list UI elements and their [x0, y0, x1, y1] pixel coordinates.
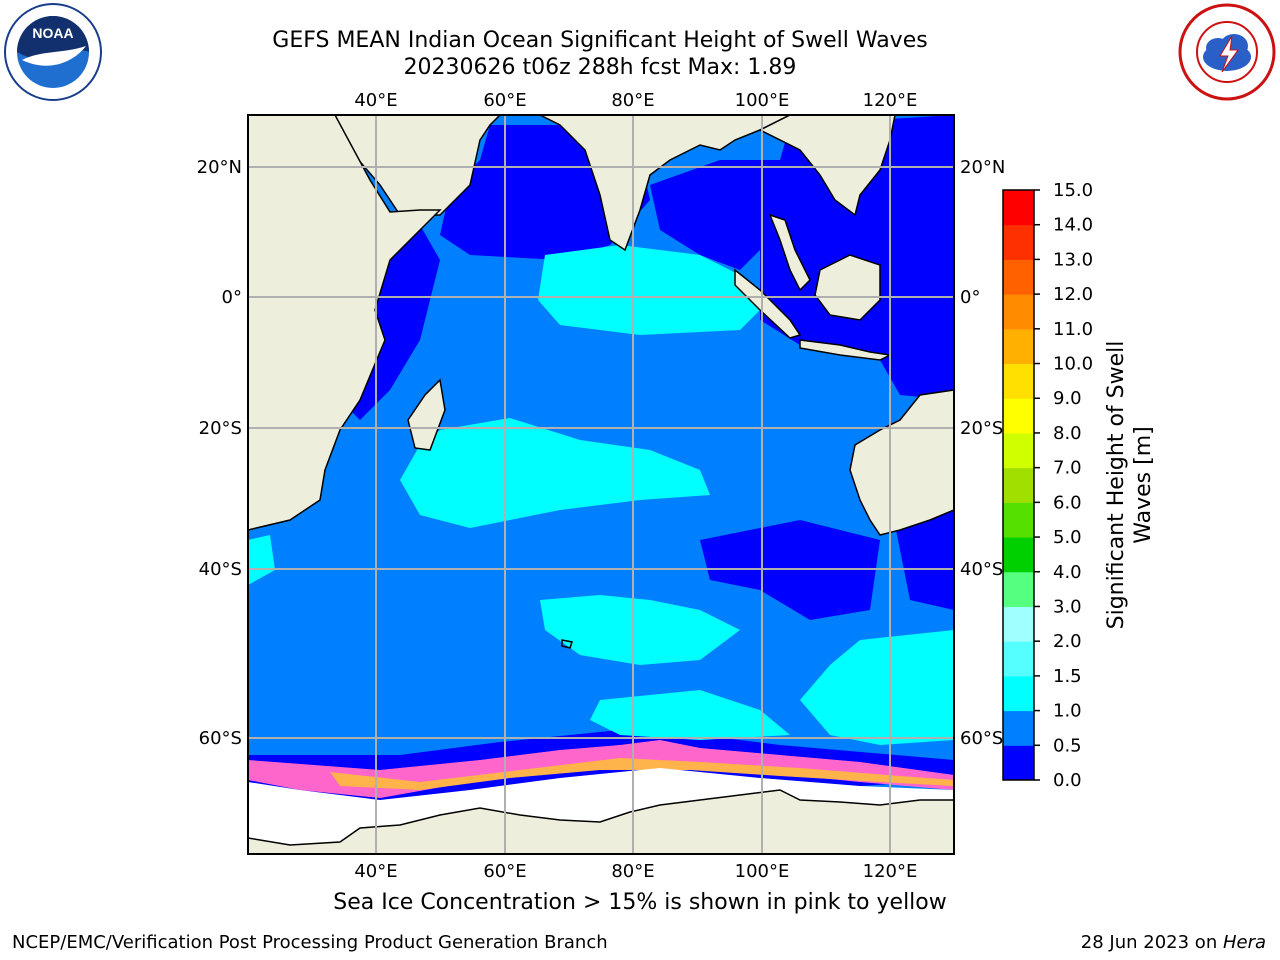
credit-text: NCEP/EMC/Verification Post Processing Pr…: [12, 932, 608, 953]
colorbar-swatch: [1003, 363, 1034, 399]
colorbar-tick-label: 12.0: [1053, 284, 1093, 305]
colorbar-tick-label: 0.5: [1053, 735, 1082, 756]
lat-label-left: 0°: [222, 287, 242, 308]
colorbar-tick-label: 14.0: [1053, 215, 1093, 236]
colorbar-tick-label: 4.0: [1053, 562, 1082, 583]
colorbar-swatch: [1003, 675, 1034, 712]
colorbar-swatch: [1003, 641, 1034, 677]
colorbar-swatch: [1003, 190, 1034, 226]
lat-label-left: 20°N: [197, 157, 242, 178]
colorbar-tick-label: 8.0: [1053, 423, 1082, 444]
lon-label-bottom: 80°E: [611, 861, 654, 882]
lon-label-top: 60°E: [483, 90, 526, 111]
lat-label-right: 0°: [960, 287, 980, 308]
island-outline: [561, 639, 573, 649]
colorbar-label: Significant Height of Swell Waves [m]: [1104, 341, 1156, 630]
colorbar-swatch: [1003, 606, 1034, 642]
lat-label-right: 20°N: [960, 157, 1005, 178]
lat-label-left: 40°S: [199, 559, 242, 580]
lon-label-bottom: 100°E: [735, 861, 790, 882]
svg-text:NOAA: NOAA: [32, 25, 73, 41]
nws-logo: [1176, 2, 1278, 102]
colorbar-tick-label: 1.0: [1053, 701, 1082, 722]
colorbar-tick-label: 10.0: [1053, 354, 1093, 375]
colorbar-frame: [1002, 189, 1035, 781]
lat-label-left: 60°S: [199, 728, 242, 749]
lon-label-top: 100°E: [735, 90, 790, 111]
lon-label-bottom: 120°E: [863, 861, 918, 882]
timestamp: 28 Jun 2023 on Hera: [1081, 932, 1266, 953]
colorbar-swatch: [1003, 571, 1034, 607]
colorbar-swatch: [1003, 259, 1034, 295]
colorbar-swatch: [1003, 398, 1034, 434]
lon-label-top: 120°E: [863, 90, 918, 111]
map-title: GEFS MEAN Indian Ocean Significant Heigh…: [272, 28, 928, 53]
lat-label-right: 40°S: [960, 559, 1003, 580]
noaa-logo: NOAA: [2, 2, 104, 102]
colorbar-swatch: [1003, 294, 1034, 330]
lat-label-right: 60°S: [960, 728, 1003, 749]
land-masses: [248, 115, 954, 854]
lon-label-bottom: 60°E: [483, 861, 526, 882]
map-body: [248, 115, 954, 854]
colorbar-swatch: [1003, 745, 1034, 781]
colorbar-swatch: [1003, 467, 1034, 503]
host-text: Hera: [1222, 932, 1266, 953]
lon-label-top: 40°E: [354, 90, 397, 111]
lat-label-left: 20°S: [199, 418, 242, 439]
colorbar-tick-label: 6.0: [1053, 492, 1082, 513]
colorbar-tick-label: 11.0: [1053, 319, 1093, 340]
lon-label-top: 80°E: [611, 90, 654, 111]
date-text: 28 Jun 2023 on: [1080, 932, 1223, 953]
colorbar-tick-label: 9.0: [1053, 388, 1082, 409]
colorbar-tick-label: 0.0: [1053, 770, 1082, 791]
lon-label-bottom: 40°E: [354, 861, 397, 882]
colorbar-tick-label: 7.0: [1053, 458, 1082, 479]
colorbar-tick-label: 3.0: [1053, 596, 1082, 617]
colorbar-label-line2: Waves [m]: [1131, 426, 1156, 543]
sea-ice-edge: [330, 758, 954, 790]
sea-ice-note: Sea Ice Concentration > 15% is shown in …: [333, 890, 947, 915]
colorbar-swatch: [1003, 328, 1034, 365]
colorbar-swatch: [1003, 502, 1034, 538]
map-subtitle: 20230626 t06z 288h fcst Max: 1.89: [403, 55, 797, 80]
colorbar-swatch: [1003, 710, 1034, 746]
axis-labels: 40°E 40°E 60°E 60°E 80°E 80°E 100°E 100°E 120°E 1…: [197, 90, 1006, 882]
colorbar-tick-label: 15.0: [1053, 180, 1093, 201]
colorbar-label-line1: Significant Height of Swell: [1104, 341, 1129, 630]
lat-label-right: 20°S: [960, 418, 1003, 439]
colorbar: 0.0 0.5 1.0 1.5 2.0 3.0 4.0 5.0 6.0 7.0 8.0 9.0 10.0…: [1002, 180, 1093, 791]
colorbar-tick-label: 1.5: [1053, 666, 1082, 687]
colorbar-tick-label: 13.0: [1053, 249, 1093, 270]
colorbar-swatch: [1003, 224, 1034, 260]
colorbar-tick-label: 2.0: [1053, 631, 1082, 652]
map-frame: [247, 114, 955, 855]
colorbar-swatch: [1003, 432, 1034, 469]
colorbar-swatch: [1003, 537, 1034, 573]
graticule: [248, 115, 954, 854]
colorbar-tick-label: 5.0: [1053, 527, 1082, 548]
